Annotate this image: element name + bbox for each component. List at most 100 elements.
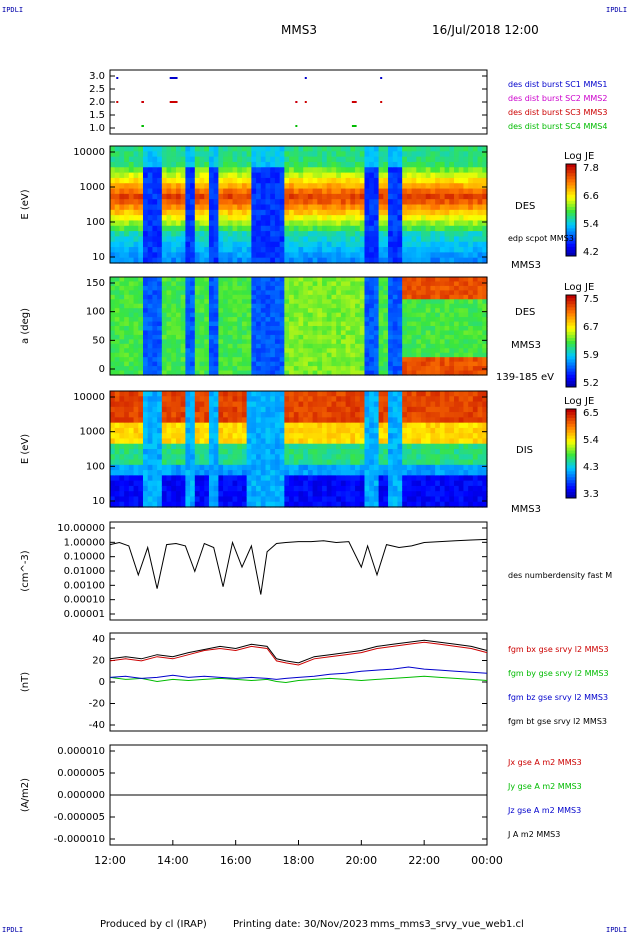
des-pitch-panel-cell <box>147 285 154 291</box>
des-pitch-panel-cell <box>430 326 436 332</box>
dis-energy-panel-cell <box>171 396 177 403</box>
des-pitch-panel-cell <box>472 294 479 300</box>
des-energy-panel-cell <box>265 151 271 158</box>
dis-energy-panel-cell <box>359 391 366 397</box>
des-pitch-panel-colorbar-step <box>566 368 576 373</box>
dis-energy-panel-cell <box>204 401 210 408</box>
des-pitch-panel-cell <box>161 357 168 363</box>
des-pitch-panel-cell <box>199 348 205 354</box>
dis-energy-panel-cell <box>251 406 257 413</box>
des-energy-panel-cell <box>241 231 248 238</box>
des-pitch-panel-cell <box>444 366 450 372</box>
des-pitch-panel-cell <box>161 294 168 300</box>
des-energy-panel-cell <box>298 209 304 216</box>
des-pitch-panel-cell <box>289 303 295 309</box>
des-pitch-panel-cell <box>138 277 144 283</box>
des-pitch-panel-cell <box>293 357 300 363</box>
dis-energy-panel-cell <box>265 470 271 476</box>
des-pitch-panel-cell <box>124 334 130 340</box>
des-energy-panel-colorbar-step <box>566 243 576 248</box>
des-energy-panel-cell <box>406 183 413 190</box>
des-pitch-panel-cell <box>326 326 333 332</box>
des-pitch-panel-cell <box>284 334 290 340</box>
dis-energy-panel-cell <box>213 485 219 492</box>
des-pitch-panel-cell <box>388 352 394 358</box>
des-pitch-panel-cell <box>312 303 318 309</box>
des-energy-panel-cell <box>218 204 224 211</box>
des-energy-panel-cell <box>364 199 370 206</box>
des-pitch-panel-cell <box>114 357 121 363</box>
des-energy-panel-cell <box>355 247 361 253</box>
des-energy-panel-cell <box>241 199 248 206</box>
des-pitch-panel-cell <box>411 277 417 283</box>
des-pitch-panel-cell <box>157 330 163 336</box>
des-pitch-panel-cell <box>402 348 408 354</box>
des-pitch-panel-cell <box>397 277 403 283</box>
des-pitch-panel-cell <box>402 281 408 287</box>
des-energy-panel-cell <box>482 146 488 152</box>
des-pitch-panel-cell <box>373 303 380 309</box>
dis-energy-panel-cell <box>157 438 163 445</box>
dis-energy-panel-cell <box>345 491 351 498</box>
des-pitch-panel-cell <box>369 285 375 291</box>
des-energy-panel-cell <box>157 204 163 211</box>
des-pitch-panel-cell <box>369 299 375 305</box>
dis-energy-panel-cell <box>369 459 375 466</box>
des-pitch-panel-cell <box>336 285 342 291</box>
dis-energy-panel-cell <box>303 401 309 408</box>
dis-energy-panel-cell <box>293 417 300 424</box>
dis-energy-panel-cell <box>119 470 125 476</box>
des-pitch-panel-cell <box>373 334 380 340</box>
des-energy-panel-cell <box>246 209 252 216</box>
des-energy-panel-cell <box>355 257 361 264</box>
des-energy-panel-cell <box>147 199 154 206</box>
des-pitch-panel-cell <box>166 299 172 305</box>
des-energy-panel-cell <box>265 252 271 259</box>
des-energy-panel-cell <box>421 209 427 216</box>
des-energy-panel-cell <box>293 151 300 158</box>
des-pitch-panel-cell <box>364 339 370 345</box>
des-pitch-panel-cell <box>355 277 361 283</box>
des-energy-panel-cell <box>124 172 130 179</box>
des-pitch-panel-cell <box>472 352 479 358</box>
des-energy-panel-cell <box>142 252 149 259</box>
des-energy-panel-cell <box>232 225 238 232</box>
des-pitch-panel-cell <box>237 317 243 323</box>
des-energy-panel-cell <box>307 215 314 222</box>
des-energy-panel-cell <box>185 257 191 264</box>
des-pitch-panel-cell <box>133 357 139 363</box>
dis-energy-panel-cell <box>124 464 130 471</box>
des-pitch-panel-cell <box>416 308 422 314</box>
des-pitch-panel-cell <box>199 366 205 372</box>
des-energy-panel-cell <box>251 172 257 179</box>
des-energy-panel-cell <box>274 156 281 163</box>
des-energy-panel-colorbar-step <box>566 194 576 199</box>
dis-energy-panel-cell <box>190 475 196 482</box>
des-pitch-panel-cell <box>190 361 196 367</box>
spacecraft-title: MMS3 <box>281 23 317 37</box>
dis-energy-panel-cell <box>345 422 351 429</box>
des-energy-panel-cell <box>402 247 408 253</box>
dis-energy-panel-cell <box>251 454 257 461</box>
des-pitch-panel-cell <box>425 366 432 372</box>
dis-energy-panel-cell <box>180 464 186 471</box>
des-energy-panel-cell <box>279 252 285 259</box>
des-energy-panel-cell <box>237 204 243 211</box>
des-pitch-panel-cell <box>402 370 408 376</box>
des-pitch-panel-cell <box>477 294 483 300</box>
des-pitch-panel-cell <box>171 312 177 318</box>
dis-energy-panel-cell <box>289 459 295 466</box>
des-energy-panel-cell <box>119 183 125 190</box>
des-energy-panel-cell <box>260 177 267 184</box>
des-energy-panel-cell <box>223 188 229 195</box>
des-pitch-panel-cell <box>482 294 488 300</box>
des-energy-panel-cell <box>369 204 375 211</box>
des-energy-panel-cell <box>175 193 182 200</box>
des-pitch-panel-cell <box>345 334 351 340</box>
des-energy-panel-cell <box>312 215 318 222</box>
des-energy-panel-cell <box>383 220 389 227</box>
des-energy-panel-cell <box>237 241 243 248</box>
dis-energy-panel-cell <box>185 417 191 424</box>
des-pitch-panel-cell <box>472 339 479 345</box>
dis-energy-panel-cell <box>293 427 300 434</box>
